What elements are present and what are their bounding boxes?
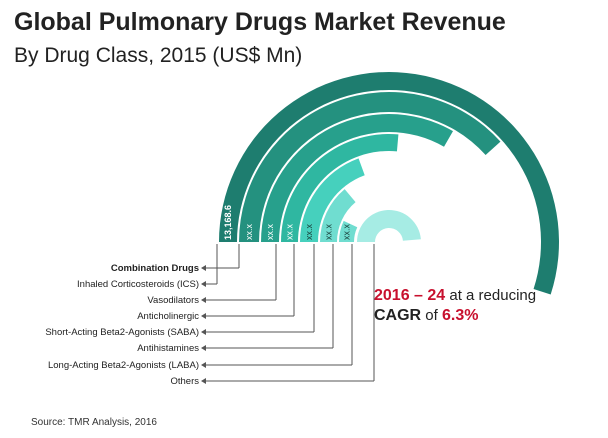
category-label-1: Combination Drugs <box>111 263 199 274</box>
category-labels: Combination Drugs Inhaled Corticosteroids… <box>45 263 199 387</box>
cagr-callout-line-1: 2016 – 24 at a reducing <box>374 287 536 304</box>
category-label-8: Others <box>170 376 199 387</box>
callout-cagr: CAGR <box>374 307 422 324</box>
leader-arrow-2 <box>201 281 206 287</box>
chart-subtitle: By Drug Class, 2015 (US$ Mn) <box>14 44 303 67</box>
value-label-4: xx.x <box>285 223 295 240</box>
leader-arrow-6 <box>201 345 206 351</box>
leader-arrow-5 <box>201 329 206 335</box>
cagr-callout-line-2: CAGR of 6.3% <box>374 307 478 324</box>
value-label-1: 13,168.6 <box>223 205 233 240</box>
callout-period: 2016 – 24 <box>374 287 445 304</box>
ring-bars <box>219 72 560 295</box>
value-label-2: xx.x <box>244 223 254 240</box>
value-label-5: xx.x <box>304 223 314 240</box>
value-label-6: xx.x <box>324 223 334 240</box>
callout-text-3: of <box>421 307 442 324</box>
category-label-6: Antihistamines <box>137 343 199 354</box>
ring-bar-5 <box>300 158 365 242</box>
chart-title: Global Pulmonary Drugs Market Revenue <box>14 8 506 36</box>
category-label-3: Vasodilators <box>147 295 199 306</box>
category-label-5: Short-Acting Beta2-Agonists (SABA) <box>45 327 199 338</box>
category-label-4: Anticholinergic <box>137 311 199 322</box>
value-label-7: xx.x <box>342 223 352 240</box>
value-labels: 13,168.6 xx.x xx.x xx.x xx.x xx.x xx.x <box>223 205 352 240</box>
category-label-7: Long-Acting Beta2-Agonists (LABA) <box>48 360 199 371</box>
leader-arrow-7 <box>201 362 206 368</box>
ring-bar-6 <box>320 189 356 242</box>
callout-rate: 6.3% <box>442 307 478 324</box>
leader-arrow-8 <box>201 378 206 384</box>
leader-lines <box>201 244 375 384</box>
ring-bar-7 <box>339 220 358 242</box>
ring-bar-4 <box>281 134 399 242</box>
ring-bar-3 <box>261 113 453 243</box>
ring-bar-8 <box>357 209 421 242</box>
value-label-3: xx.x <box>265 223 275 240</box>
source-note: Source: TMR Analysis, 2016 <box>31 417 157 428</box>
category-label-2: Inhaled Corticosteroids (ICS) <box>77 279 199 290</box>
leader-arrow-1 <box>201 265 206 271</box>
leader-arrow-3 <box>201 297 206 303</box>
callout-text-1: at a reducing <box>445 287 536 304</box>
leader-arrow-4 <box>201 313 206 319</box>
ring-bar-2 <box>239 92 501 242</box>
